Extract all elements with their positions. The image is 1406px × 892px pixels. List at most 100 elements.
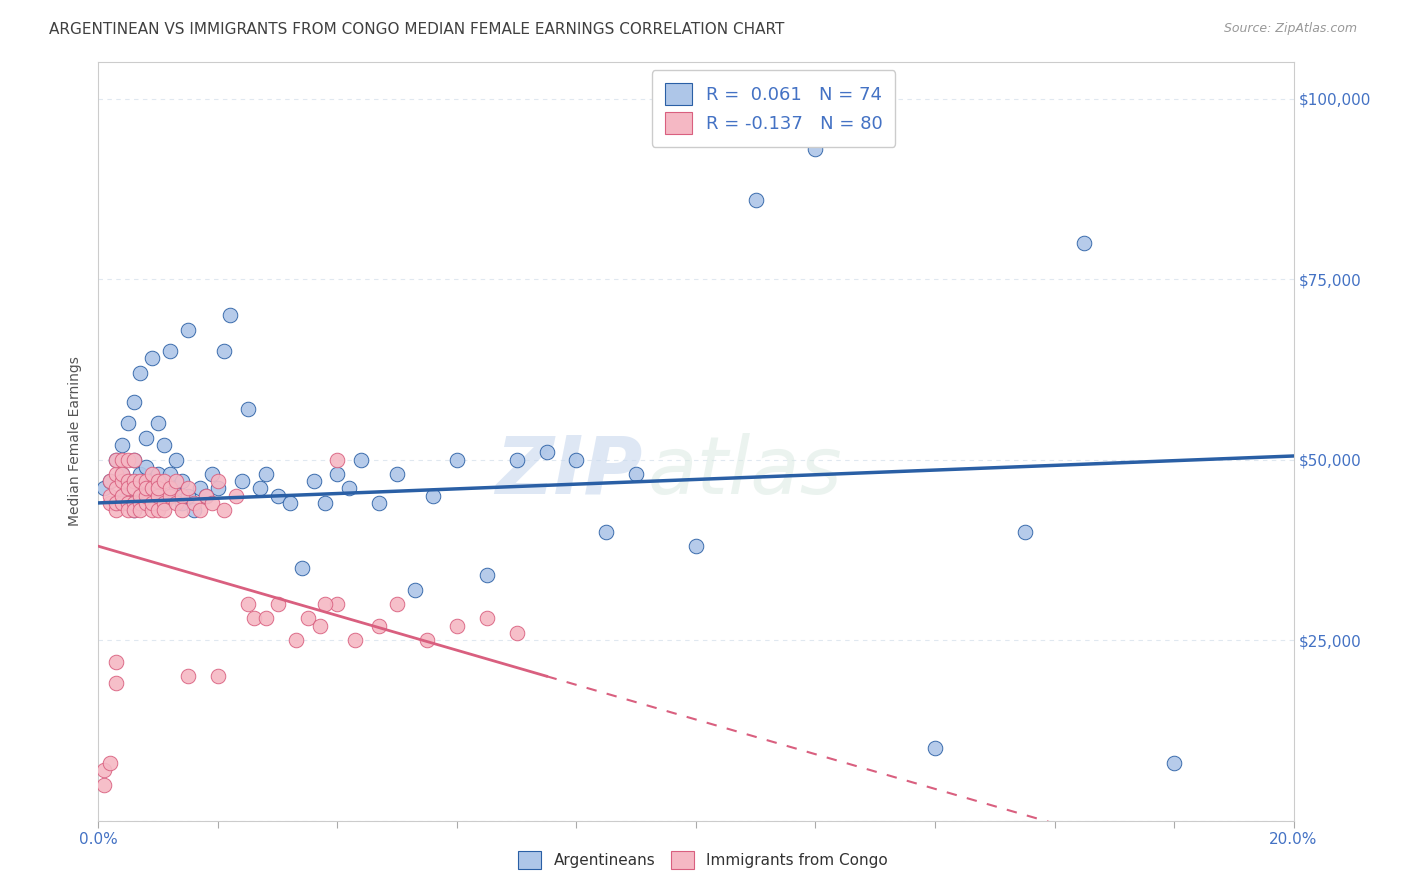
Point <box>177 489 200 503</box>
Point <box>111 489 134 503</box>
Point <box>111 452 134 467</box>
Point <box>153 503 176 517</box>
Point <box>148 489 170 503</box>
Point <box>201 496 224 510</box>
Point <box>326 467 349 481</box>
Point <box>135 489 157 503</box>
Point <box>315 496 337 510</box>
Point <box>165 475 187 489</box>
Point <box>195 489 218 503</box>
Point <box>302 475 325 489</box>
Point <box>129 366 152 380</box>
Point <box>475 568 498 582</box>
Point <box>422 489 444 503</box>
Point <box>117 417 139 431</box>
Point <box>207 475 229 489</box>
Point <box>219 308 242 322</box>
Point <box>141 467 163 481</box>
Point <box>172 503 194 517</box>
Point <box>105 482 128 496</box>
Point <box>236 597 259 611</box>
Point <box>165 496 187 510</box>
Point <box>105 452 128 467</box>
Point <box>207 482 229 496</box>
Point <box>124 503 146 517</box>
Point <box>326 452 349 467</box>
Point <box>201 467 224 481</box>
Point <box>111 438 134 452</box>
Point <box>350 452 373 467</box>
Point <box>141 496 163 510</box>
Legend: Argentineans, Immigrants from Congo: Argentineans, Immigrants from Congo <box>512 845 894 875</box>
Point <box>326 597 349 611</box>
Point <box>129 475 152 489</box>
Point <box>105 676 128 690</box>
Point <box>344 633 367 648</box>
Point <box>105 452 128 467</box>
Point <box>177 669 200 683</box>
Point <box>111 489 134 503</box>
Point <box>111 475 134 489</box>
Point <box>745 193 768 207</box>
Point <box>148 467 170 481</box>
Point <box>254 611 277 625</box>
Point <box>148 489 170 503</box>
Point <box>141 482 163 496</box>
Point <box>117 496 139 510</box>
Point <box>165 452 187 467</box>
Point <box>404 582 426 597</box>
Point <box>506 626 529 640</box>
Point <box>93 763 115 777</box>
Point <box>117 475 139 489</box>
Point <box>165 482 187 496</box>
Point <box>98 475 122 489</box>
Point <box>124 394 146 409</box>
Point <box>172 475 194 489</box>
Point <box>159 467 181 481</box>
Point <box>124 482 146 496</box>
Point <box>98 489 122 503</box>
Point <box>135 459 157 474</box>
Point <box>212 503 235 517</box>
Point <box>207 669 229 683</box>
Point <box>1163 756 1185 770</box>
Text: ARGENTINEAN VS IMMIGRANTS FROM CONGO MEDIAN FEMALE EARNINGS CORRELATION CHART: ARGENTINEAN VS IMMIGRANTS FROM CONGO MED… <box>49 22 785 37</box>
Point <box>804 142 827 156</box>
Point <box>124 503 146 517</box>
Point <box>177 323 200 337</box>
Text: atlas: atlas <box>648 433 844 511</box>
Point <box>626 467 648 481</box>
Point <box>135 475 157 489</box>
Point <box>148 503 170 517</box>
Point <box>105 496 128 510</box>
Point <box>111 467 134 481</box>
Point <box>129 496 152 510</box>
Point <box>924 741 946 756</box>
Point <box>105 496 128 510</box>
Point <box>105 503 128 517</box>
Point <box>315 597 337 611</box>
Point <box>93 778 115 792</box>
Point <box>135 431 157 445</box>
Point <box>129 496 152 510</box>
Text: Source: ZipAtlas.com: Source: ZipAtlas.com <box>1223 22 1357 36</box>
Point <box>506 452 529 467</box>
Point <box>159 489 181 503</box>
Point <box>153 438 176 452</box>
Point <box>129 503 152 517</box>
Point <box>141 475 163 489</box>
Point <box>148 417 170 431</box>
Point <box>159 344 181 359</box>
Point <box>231 475 253 489</box>
Point <box>105 467 128 481</box>
Point <box>297 611 319 625</box>
Point <box>243 611 266 625</box>
Point <box>195 489 218 503</box>
Point <box>124 496 146 510</box>
Point <box>111 467 134 481</box>
Point <box>148 475 170 489</box>
Y-axis label: Median Female Earnings: Median Female Earnings <box>69 357 83 526</box>
Point <box>148 482 170 496</box>
Point <box>385 467 409 481</box>
Point <box>1014 524 1036 539</box>
